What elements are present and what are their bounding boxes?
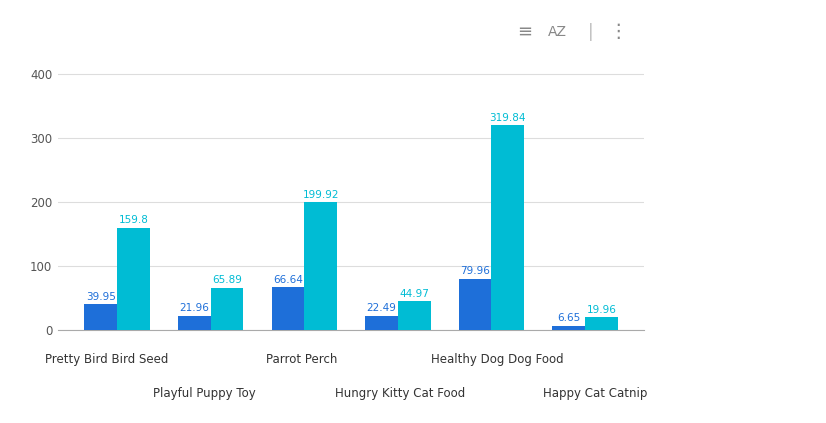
Bar bbox=[365, 316, 398, 330]
Text: 65.89: 65.89 bbox=[212, 275, 242, 285]
Text: 21.96: 21.96 bbox=[179, 303, 209, 313]
Text: 319.84: 319.84 bbox=[490, 113, 526, 123]
Text: 19.96: 19.96 bbox=[586, 305, 616, 315]
Text: Hungry Kitty Cat Food: Hungry Kitty Cat Food bbox=[335, 387, 465, 400]
Text: Happy Cat Catnip: Happy Cat Catnip bbox=[544, 387, 648, 400]
Text: Parrot Perch: Parrot Perch bbox=[267, 353, 338, 366]
Text: AZ: AZ bbox=[548, 25, 567, 39]
Text: Healthy Dog Dog Food: Healthy Dog Dog Food bbox=[431, 353, 564, 366]
Bar bbox=[117, 228, 150, 330]
Bar bbox=[458, 279, 491, 330]
Text: 22.49: 22.49 bbox=[367, 303, 396, 313]
Text: |: | bbox=[588, 23, 593, 41]
Text: ⋮: ⋮ bbox=[608, 22, 628, 41]
Bar bbox=[211, 288, 244, 330]
Text: ≡: ≡ bbox=[517, 23, 532, 41]
Text: 44.97: 44.97 bbox=[399, 288, 430, 299]
Bar bbox=[585, 317, 618, 330]
Bar bbox=[272, 287, 304, 330]
Bar bbox=[178, 316, 211, 330]
Text: 6.65: 6.65 bbox=[557, 313, 580, 323]
Text: 79.96: 79.96 bbox=[460, 266, 490, 276]
Text: 39.95: 39.95 bbox=[86, 292, 116, 302]
Text: Pretty Bird Bird Seed: Pretty Bird Bird Seed bbox=[45, 353, 169, 366]
Bar bbox=[398, 301, 430, 330]
Text: 66.64: 66.64 bbox=[273, 275, 303, 285]
Text: 159.8: 159.8 bbox=[119, 215, 149, 225]
Bar bbox=[304, 202, 337, 330]
Bar bbox=[552, 326, 585, 330]
Bar bbox=[491, 126, 524, 330]
Text: 199.92: 199.92 bbox=[302, 190, 339, 200]
Text: Playful Puppy Toy: Playful Puppy Toy bbox=[153, 387, 256, 400]
Bar bbox=[84, 305, 117, 330]
